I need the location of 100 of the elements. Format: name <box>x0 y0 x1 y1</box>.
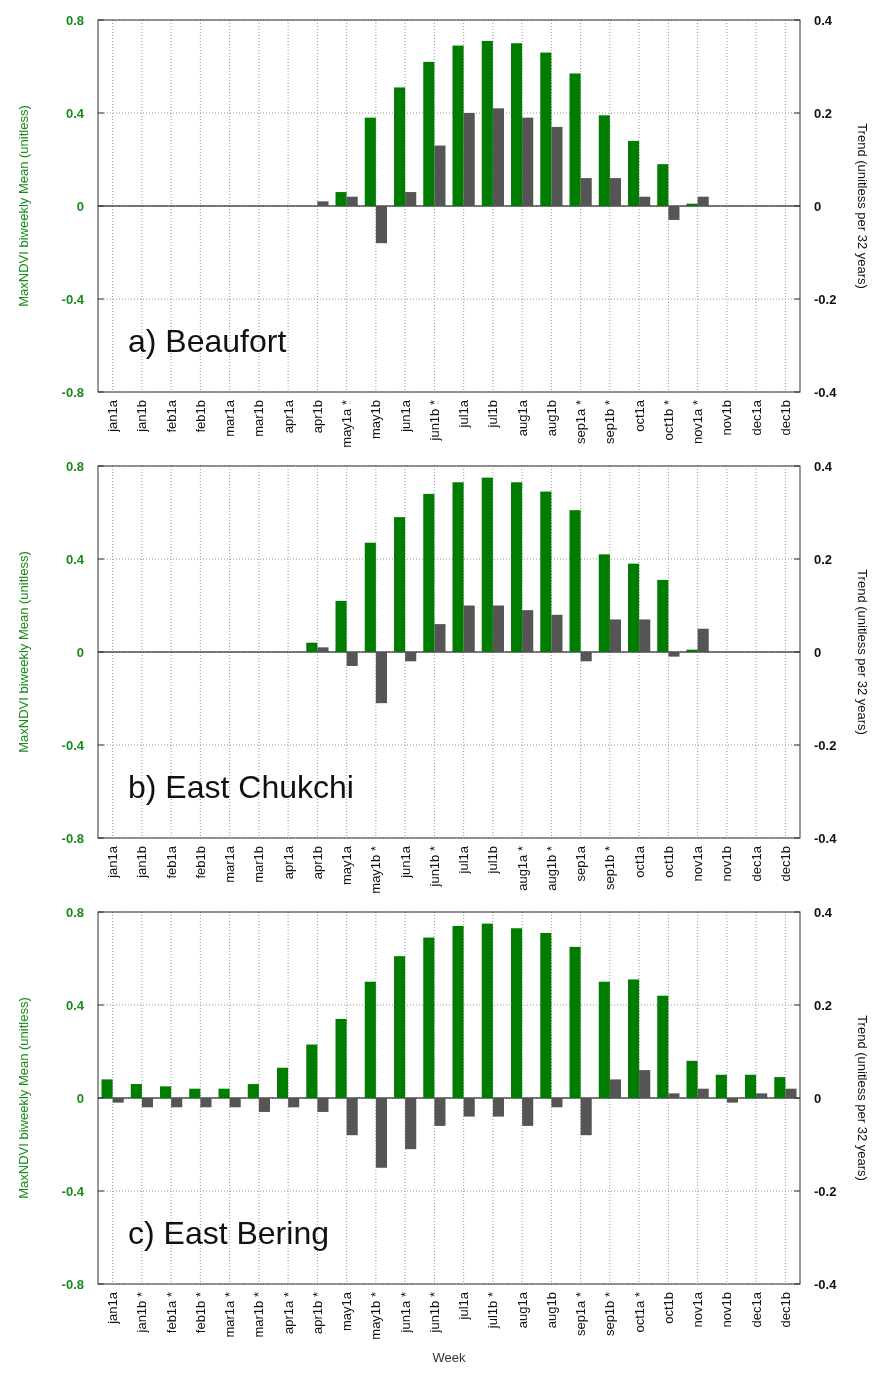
bar <box>335 600 347 652</box>
bar <box>628 979 640 1098</box>
x-tick-label: apr1b <box>309 400 325 434</box>
y-tick-label: 0.8 <box>65 458 84 474</box>
x-tick-label: sep1a * <box>573 1292 589 1337</box>
y-tick-label: 0.4 <box>65 997 85 1013</box>
y-tick-label: -0.4 <box>61 1183 85 1199</box>
bar <box>745 1074 757 1098</box>
x-tick-label: jun1a <box>397 845 413 879</box>
y-tick-label: 0.8 <box>65 904 84 920</box>
bar <box>160 1086 172 1098</box>
x-tick-label: feb1b <box>192 400 208 433</box>
x-tick-label: dec1a <box>748 399 764 436</box>
x-tick-label: oct1a <box>631 399 647 432</box>
bar <box>247 1084 259 1098</box>
bar <box>481 923 493 1098</box>
bar <box>423 493 435 652</box>
y2-tick-label: 0.2 <box>814 551 833 567</box>
x-tick-label: dec1a <box>748 845 764 882</box>
bar <box>686 1060 698 1098</box>
bar <box>481 477 493 652</box>
bar <box>317 201 329 206</box>
x-tick-label: jul1a <box>456 399 472 429</box>
x-tick-label: jun1b * <box>426 1292 442 1334</box>
x-tick-label: apr1a <box>280 845 296 880</box>
x-tick-label: jan1a <box>105 399 121 433</box>
x-tick-label: aug1a * <box>514 846 530 891</box>
x-tick-label: sep1b * <box>602 1292 618 1337</box>
bar <box>580 1098 592 1136</box>
bar <box>492 1098 504 1117</box>
x-tick-label: mar1a <box>222 399 238 437</box>
x-tick-label: may1a * <box>339 400 355 448</box>
bar <box>639 196 651 206</box>
bar <box>726 1098 738 1103</box>
x-tick-label: oct1b <box>660 1292 676 1324</box>
bar <box>774 1077 786 1098</box>
x-tick-label: jan1a <box>105 845 121 879</box>
y2-tick-label: 0 <box>814 1090 822 1106</box>
y2-axis-title: Trend (unitless per 32 years) <box>855 1015 870 1181</box>
y2-tick-label: -0.2 <box>814 1183 837 1199</box>
bar <box>657 164 669 206</box>
x-tick-label: nov1b <box>719 1292 735 1328</box>
y-tick-label: 0 <box>76 644 84 660</box>
bar <box>580 178 592 206</box>
x-tick-label: sep1b * <box>602 400 618 445</box>
y2-tick-label: 0.4 <box>814 458 833 474</box>
x-tick-label: dec1b <box>777 400 793 436</box>
bar <box>697 628 709 652</box>
bar <box>375 1098 387 1168</box>
text: c) East Bering <box>128 1215 329 1251</box>
x-tick-label: aug1a <box>514 1291 530 1329</box>
y-tick-label: 0.4 <box>65 105 85 121</box>
bar <box>375 652 387 704</box>
y2-axis-title: Trend (unitless per 32 years) <box>855 123 870 289</box>
bar <box>130 1084 142 1098</box>
x-tick-label: jun1b * <box>426 400 442 442</box>
bar <box>346 652 358 666</box>
x-tick-label: nov1b <box>719 846 735 882</box>
bar <box>364 542 376 652</box>
y-tick-label: 0.4 <box>65 551 85 567</box>
bar <box>288 1098 300 1108</box>
x-tick-label: apr1a <box>280 399 296 434</box>
bar <box>423 61 435 206</box>
x-tick-label: apr1a * <box>280 1292 296 1334</box>
y2-axis-title: Trend (unitless per 32 years) <box>855 569 870 735</box>
y2-tick-label: 0 <box>814 198 822 214</box>
bar <box>258 1098 270 1112</box>
bar <box>715 1074 727 1098</box>
bar <box>189 1088 201 1098</box>
bar <box>306 1044 318 1098</box>
y2-tick-label: 0.4 <box>814 12 833 28</box>
bar <box>628 563 640 652</box>
y-axis-title: MaxNDVI biweekly Mean (unitless) <box>16 551 31 753</box>
bar <box>598 554 610 652</box>
bar <box>551 1098 563 1108</box>
bar <box>141 1098 153 1108</box>
x-tick-label: mar1b <box>251 846 267 883</box>
bar <box>639 1070 651 1098</box>
x-tick-label: jun1a * <box>397 1292 413 1334</box>
bar <box>628 140 640 206</box>
bar <box>346 1098 358 1136</box>
x-tick-label: jan1a <box>105 1291 121 1325</box>
x-tick-label: dec1b <box>777 1292 793 1328</box>
x-tick-label: aug1b <box>543 400 559 437</box>
bar <box>317 1098 329 1112</box>
bar <box>697 196 709 206</box>
bar <box>551 614 563 652</box>
y-tick-label: 0.8 <box>65 12 84 28</box>
bar <box>434 624 446 652</box>
x-tick-label: may1b <box>368 400 384 440</box>
x-tick-label: nov1b <box>719 400 735 436</box>
bar <box>277 1067 289 1098</box>
x-tick-label: oct1a <box>631 845 647 878</box>
x-tick-label: feb1b * <box>192 1292 208 1334</box>
x-tick-label: apr1b * <box>309 1292 325 1334</box>
x-tick-label: dec1a <box>748 1291 764 1328</box>
x-tick-label: jul1b <box>485 846 501 875</box>
bar <box>434 1098 446 1126</box>
bar <box>580 652 592 662</box>
bar <box>364 117 376 206</box>
